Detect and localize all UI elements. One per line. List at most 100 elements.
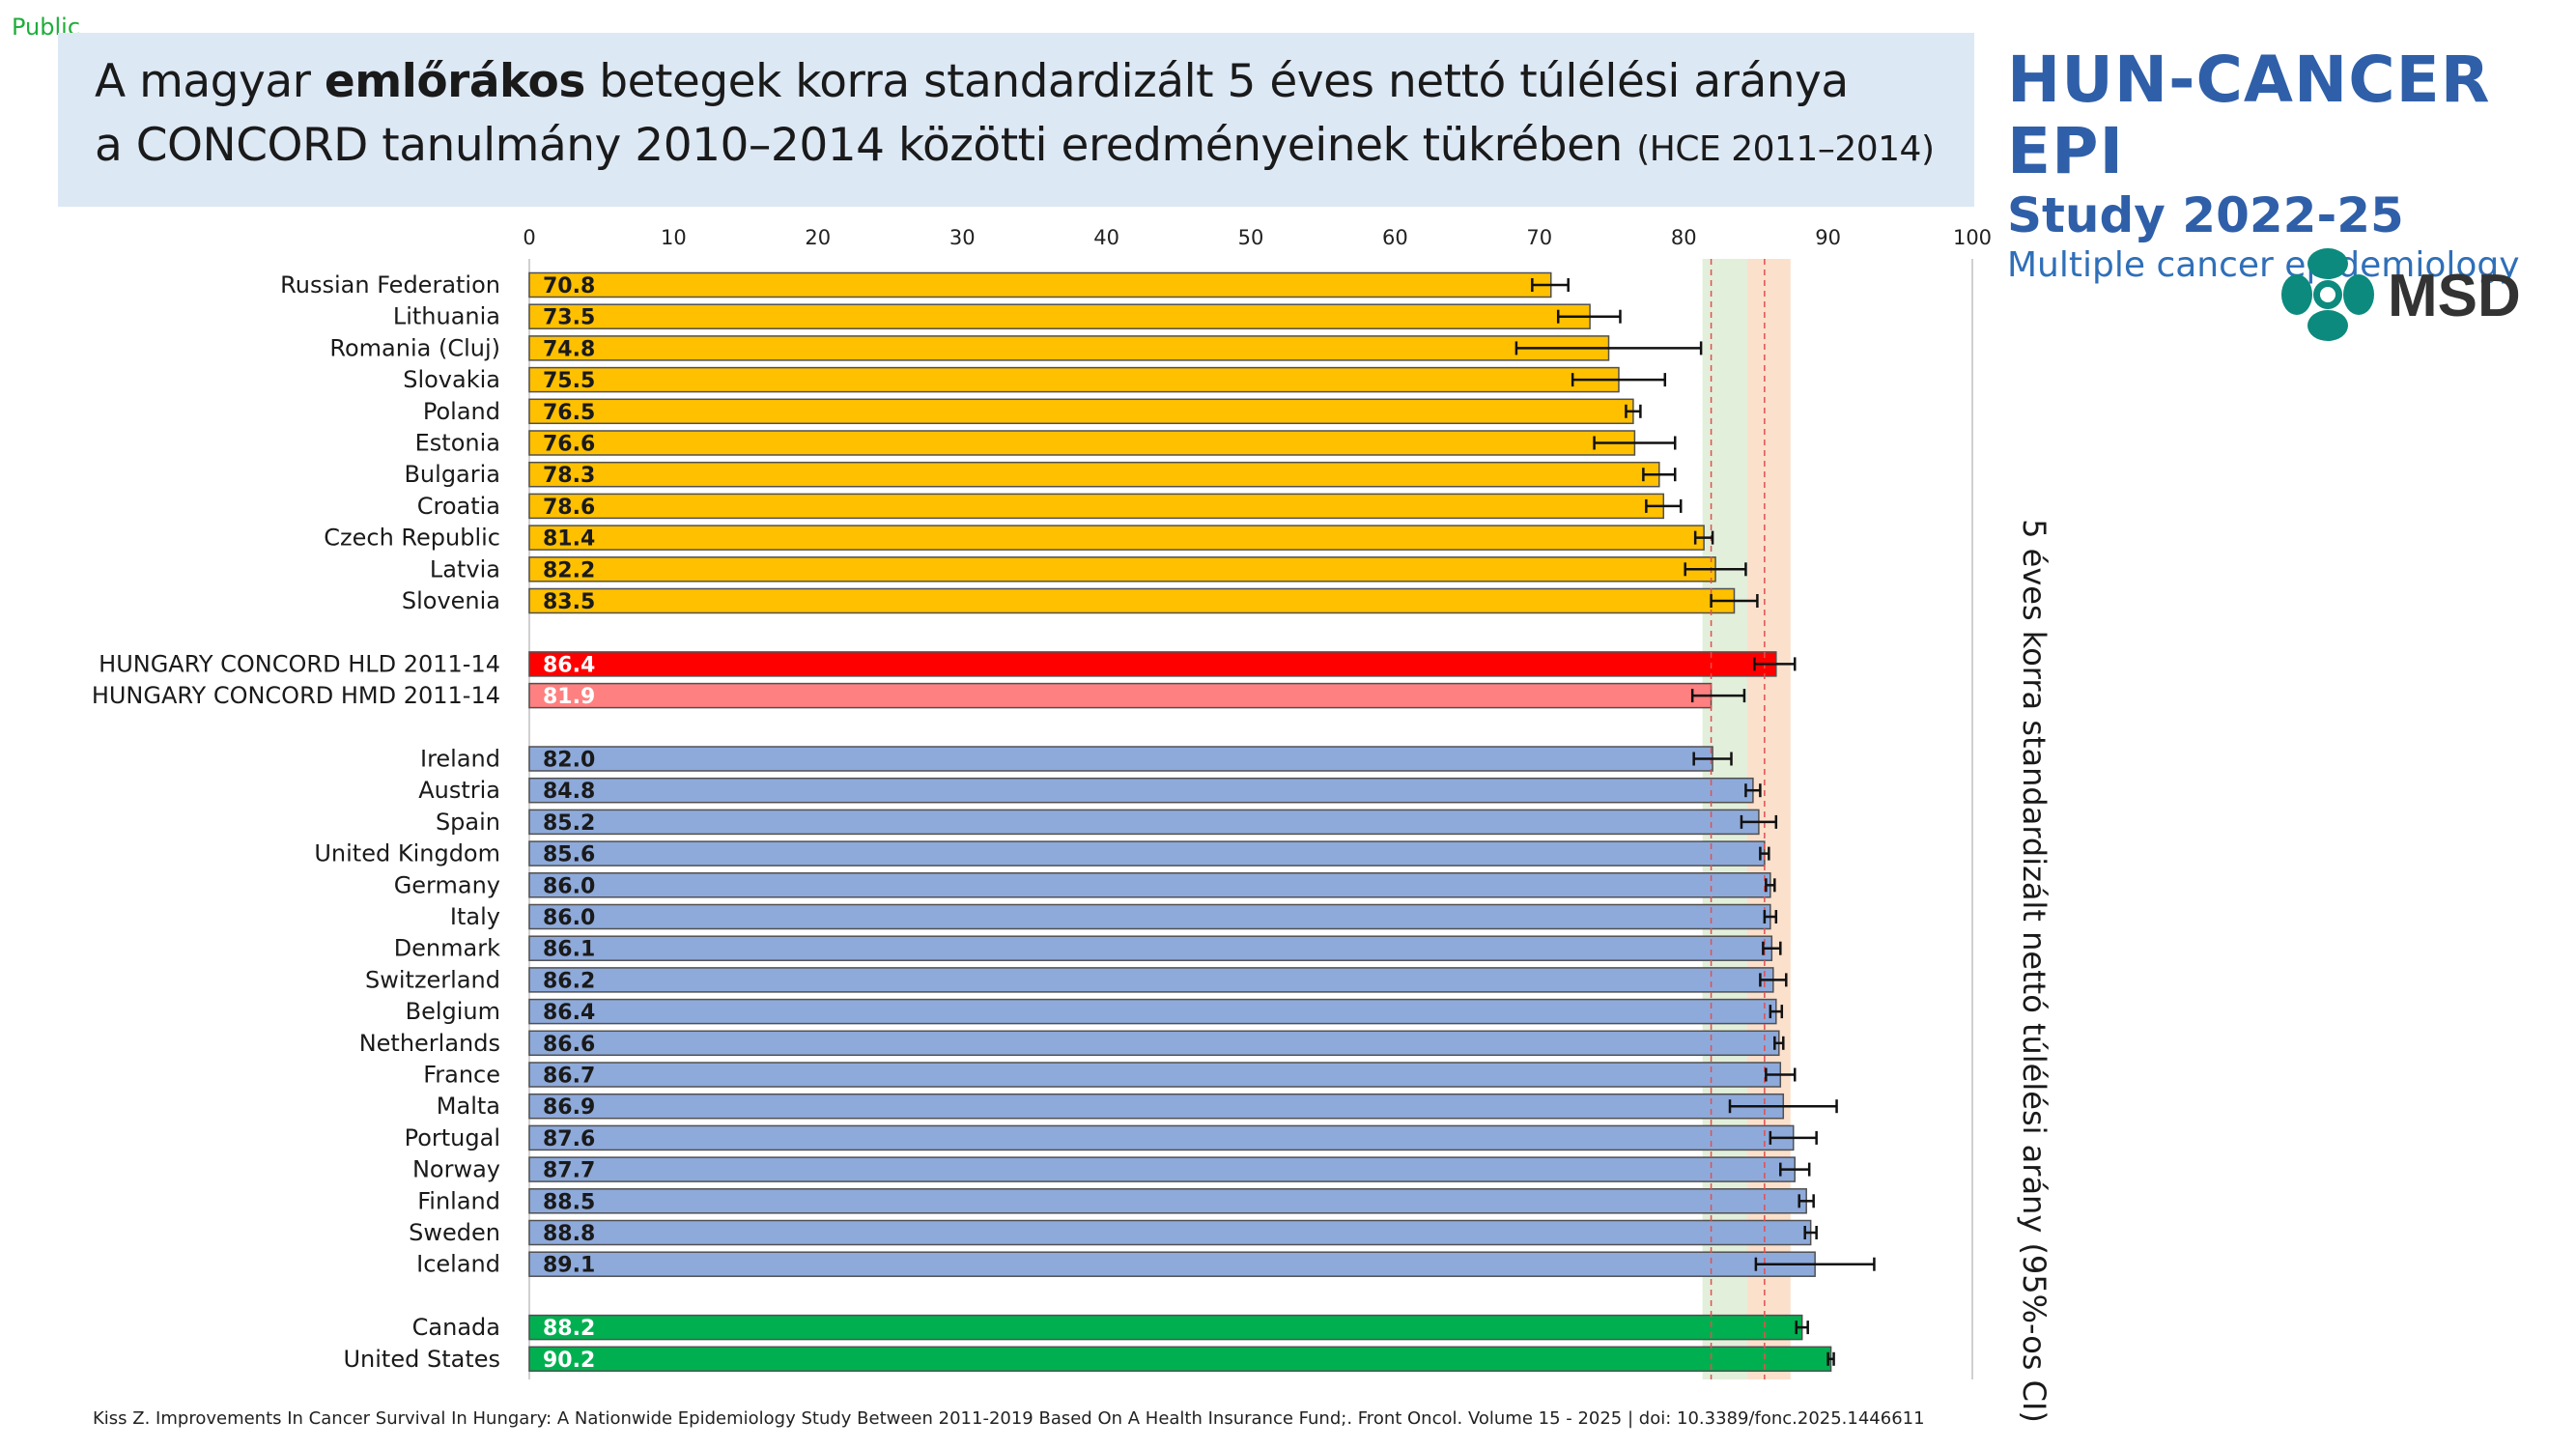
bar-value-label: 70.8 — [543, 274, 595, 298]
x-tick-label: 60 — [1382, 226, 1408, 249]
bar — [528, 935, 1773, 961]
bar-value-label: 75.5 — [543, 369, 595, 393]
bar-value-label: 85.6 — [543, 843, 595, 867]
bar — [528, 271, 1552, 298]
category-label: HUNGARY CONCORD HMD 2011-14 — [92, 682, 500, 709]
bar-value-label: 86.7 — [543, 1065, 595, 1089]
bar-value-label: 90.2 — [543, 1349, 595, 1373]
bar — [528, 587, 1736, 614]
bar — [528, 366, 1620, 393]
category-label: Norway — [412, 1156, 500, 1183]
bar — [528, 525, 1705, 551]
x-tick-label: 20 — [805, 226, 831, 249]
bar-value-label: 84.8 — [543, 780, 595, 804]
bar — [528, 651, 1777, 677]
bar — [528, 1188, 1807, 1214]
category-label: Romania (Cluj) — [329, 334, 500, 361]
title-line-1-post: betegek korra standardizált 5 éves nettó… — [584, 55, 1849, 108]
bar — [528, 809, 1760, 836]
bar — [528, 556, 1716, 582]
bar-value-label: 82.0 — [543, 749, 595, 773]
bar-value-label: 76.5 — [543, 401, 595, 425]
category-label: Lithuania — [393, 303, 500, 330]
footnote: Kiss Z. Improvements In Cancer Survival … — [93, 1408, 1925, 1429]
bar-value-label: 86.0 — [543, 906, 595, 930]
bar — [528, 1251, 1816, 1277]
title-line-2-main: a CONCORD tanulmány 2010–2014 közötti er… — [95, 119, 1637, 172]
bar-value-label: 88.2 — [543, 1317, 595, 1341]
category-label: Sweden — [409, 1219, 500, 1246]
bar-value-label: 88.5 — [543, 1190, 595, 1214]
bar-value-label: 86.4 — [543, 653, 595, 677]
bar-value-label: 82.2 — [543, 558, 595, 582]
title-line-1-pre: A magyar — [95, 55, 325, 108]
brand-tagline: Multiple cancer epidemiology — [2007, 245, 2520, 285]
title-line-2-small: (HCE 2011–2014) — [1636, 129, 1935, 169]
category-label: Spain — [436, 809, 500, 836]
category-label: Finland — [417, 1187, 500, 1214]
bar-value-label: 87.7 — [543, 1159, 595, 1183]
category-label: Switzerland — [365, 966, 500, 993]
category-label: Germany — [394, 871, 500, 898]
bar-value-label: 86.4 — [543, 1001, 595, 1025]
msd-logo-text: MSD — [2388, 263, 2521, 329]
bar — [528, 1124, 1795, 1151]
category-label: United States — [343, 1346, 500, 1373]
bar — [528, 872, 1771, 898]
bar — [528, 903, 1771, 930]
title-line-1: A magyar emlőrákos betegek korra standar… — [95, 50, 1938, 114]
title-box: A magyar emlőrákos betegek korra standar… — [58, 33, 1974, 207]
category-label: Denmark — [394, 935, 500, 962]
category-label: Croatia — [417, 493, 500, 520]
category-label: Iceland — [416, 1251, 500, 1278]
bar-value-label: 86.6 — [543, 1033, 595, 1057]
bar-value-label: 78.3 — [543, 464, 595, 488]
bar — [528, 493, 1665, 520]
msd-logo: MSD — [2279, 246, 2540, 343]
category-label: Latvia — [430, 555, 500, 582]
x-tick-label: 50 — [1238, 226, 1264, 249]
category-label: Ireland — [420, 746, 500, 773]
x-tick-label: 100 — [1953, 226, 1992, 249]
bar-value-label: 86.0 — [543, 874, 595, 898]
msd-logo-icon: MSD — [2281, 248, 2521, 341]
bar-value-label: 74.8 — [543, 337, 595, 361]
bar — [528, 335, 1610, 361]
category-label: Poland — [423, 398, 500, 425]
bar-value-label: 73.5 — [543, 306, 595, 330]
bar — [528, 967, 1774, 993]
category-label: Netherlands — [359, 1030, 500, 1057]
bar-value-label: 85.2 — [543, 811, 595, 836]
category-labels: Russian Federation Lithuania Romania (Cluj… — [92, 271, 500, 1373]
bar-value-label: 88.8 — [543, 1222, 595, 1246]
title-line-2: a CONCORD tanulmány 2010–2014 közötti er… — [95, 114, 1938, 182]
bar-value-label: 81.9 — [543, 685, 595, 709]
category-label: France — [423, 1062, 500, 1089]
bar — [528, 303, 1591, 329]
error-bars — [1514, 278, 1876, 1366]
category-label: United Kingdom — [314, 840, 500, 867]
bar — [528, 682, 1713, 709]
value-labels: 70.8 73.5 74.8 75.5 76.5 76.6 78.3 78.6 81.4 82.2… — [543, 274, 595, 1373]
bar — [528, 461, 1660, 488]
category-label: Russian Federation — [280, 271, 500, 298]
bar — [528, 1093, 1785, 1120]
x-tick-label: 10 — [661, 226, 687, 249]
x-tick-label: 90 — [1815, 226, 1841, 249]
bars — [528, 271, 1832, 1373]
category-label: Malta — [437, 1093, 500, 1120]
bar-value-label: 89.1 — [543, 1254, 595, 1278]
x-tick-label: 40 — [1093, 226, 1119, 249]
category-label: Italy — [450, 903, 500, 930]
bar-value-label: 86.9 — [543, 1095, 595, 1120]
bar-value-label: 81.4 — [543, 527, 595, 552]
category-label: Slovenia — [402, 587, 500, 614]
bar — [528, 398, 1634, 425]
category-label: Czech Republic — [324, 525, 500, 552]
bar-value-label: 87.6 — [543, 1127, 595, 1151]
bar — [528, 998, 1777, 1025]
bar-value-label: 76.6 — [543, 433, 595, 457]
bar — [528, 840, 1766, 867]
category-label: Bulgaria — [404, 461, 500, 488]
